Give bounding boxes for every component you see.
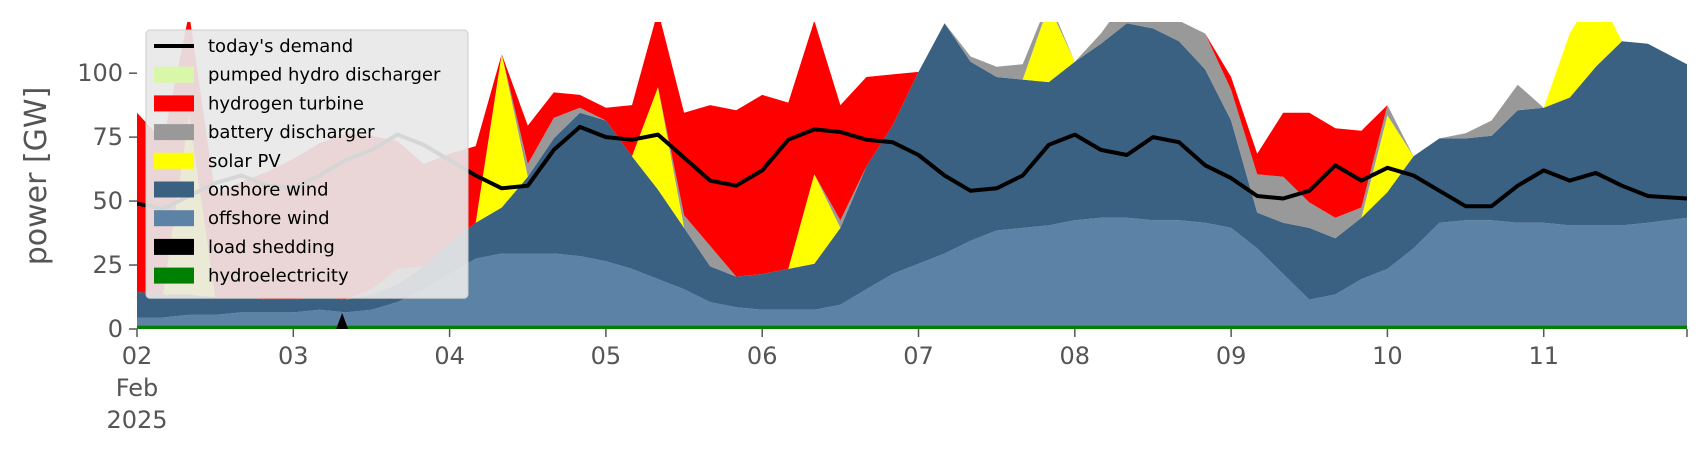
area-onshore-wind [137,23,1687,318]
legend-item-onshore-wind: onshore wind [154,180,329,201]
legend-label: battery discharger [208,122,375,143]
axes: 0 25 50 75 100 02 Feb 2025 03 04 05 06 07 08 09 10 11 [77,59,1688,434]
load-shedding-marker [336,313,349,329]
legend-item-today-s-demand: today's demand [154,36,353,57]
area-offshore-wind [137,217,1687,326]
legend-swatch [154,210,194,227]
legend-swatch [154,66,194,83]
legend-label: pumped hydro discharger [208,65,441,86]
x-tick-label: 03 [278,342,309,370]
x-tick-label: 02 Feb 2025 [106,342,167,434]
legend-swatch [154,181,194,198]
legend-swatch [154,267,194,284]
legend-label: hydrogen turbine [208,93,364,114]
legend-label: offshore wind [208,208,330,229]
x-tick-label: 07 [903,342,934,370]
y-tick-label: 100 [77,59,123,87]
y-tick-label: 75 [92,123,123,151]
y-tick-label: 25 [92,251,123,279]
x-tick-label: 11 [1528,342,1559,370]
area-hydroelectricity [137,325,1687,329]
legend: today's demand pumped hydro discharger hyd… [145,29,469,299]
legend-item-hydroelectricity: hydroelectricity [154,266,349,287]
area-solar-pv [137,22,1687,300]
x-tick-label: 06 [747,342,778,370]
legend-label: today's demand [208,36,353,57]
legend-swatch [154,152,194,169]
legend-label: hydroelectricity [208,266,349,287]
legend-item-load-shedding: load shedding [154,237,335,258]
legend-item-pumped-hydro-discharger: pumped hydro discharger [154,65,441,86]
legend-box [145,29,469,299]
legend-item-battery-discharger: battery discharger [154,122,375,143]
legend-label: onshore wind [208,180,329,201]
y-tick-label: 0 [108,315,123,343]
legend-swatch [154,238,194,255]
legend-label: solar PV [208,151,281,172]
x-tick-label: 05 [591,342,622,370]
x-tick-label: 08 [1060,342,1091,370]
x-tick-label: 04 [434,342,465,370]
legend-item-hydrogen-turbine: hydrogen turbine [154,93,364,114]
x-tick-label: 10 [1372,342,1403,370]
legend-label: load shedding [208,237,335,258]
legend-swatch [154,95,194,112]
x-tick-label: 09 [1216,342,1247,370]
y-axis-title: power [GW] [19,87,54,266]
y-tick-label: 50 [92,187,123,215]
legend-item-offshore-wind: offshore wind [154,208,330,229]
legend-item-solar-pv: solar PV [154,151,281,172]
legend-swatch [154,124,194,141]
